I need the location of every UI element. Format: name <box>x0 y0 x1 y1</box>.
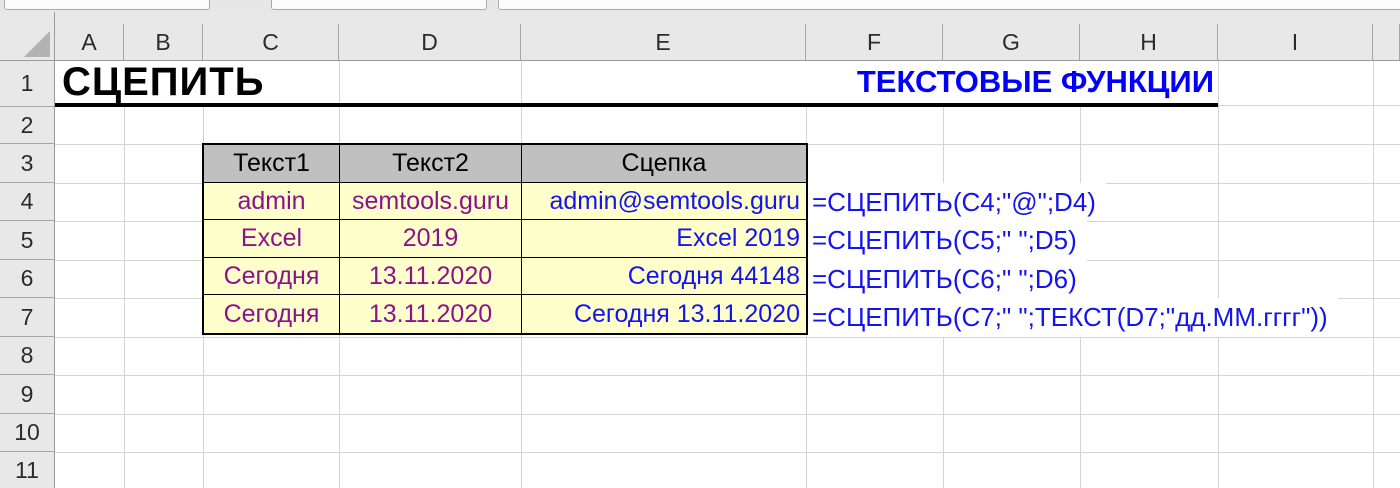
column-header-e[interactable]: E <box>521 24 806 60</box>
row-header-8[interactable]: 8 <box>0 337 54 375</box>
gridline <box>1373 61 1374 488</box>
column-header-b[interactable]: B <box>124 24 203 60</box>
row-header-5[interactable]: 5 <box>0 221 54 260</box>
column-header-h[interactable]: H <box>1080 24 1218 60</box>
row-header-7[interactable]: 7 <box>0 298 54 337</box>
select-all-button[interactable] <box>0 12 55 60</box>
column-header-g[interactable]: G <box>943 24 1080 60</box>
column-header-i[interactable]: I <box>1218 24 1373 60</box>
column-header-row: A B C D E F G H I <box>0 12 1400 61</box>
cell-f7-formula[interactable]: =СЦЕПИТЬ(C7;" ";ТЕКСТ(D7;"дд.ММ.гггг")) <box>808 298 1338 337</box>
cell-f6-formula[interactable]: =СЦЕПИТЬ(C6;" ";D6) <box>808 260 1087 298</box>
row-header-4[interactable]: 4 <box>0 183 54 221</box>
cell-e6[interactable]: Сегодня 44148 <box>522 258 806 295</box>
gridline <box>1218 61 1219 488</box>
column-header-a[interactable]: A <box>55 24 124 60</box>
cell-c3-header[interactable]: Текст1 <box>204 145 340 183</box>
column-header-j-partial[interactable] <box>1373 24 1400 60</box>
cell-d6[interactable]: 13.11.2020 <box>340 258 522 295</box>
cell-c4[interactable]: admin <box>204 183 340 220</box>
concat-example-table: Текст1 Текст2 Сцепка admin semtools.guru… <box>202 143 808 335</box>
cell-e3-header[interactable]: Сцепка <box>522 145 806 183</box>
row-header-column: 1 2 3 4 5 6 7 8 9 10 11 <box>0 61 55 488</box>
cell-d4[interactable]: semtools.guru <box>340 183 522 220</box>
row-header-9[interactable]: 9 <box>0 375 54 414</box>
cell-d7[interactable]: 13.11.2020 <box>340 295 522 333</box>
function-box[interactable] <box>271 0 487 10</box>
cell-f1-title[interactable]: ТЕКСТОВЫЕ ФУНКЦИИ <box>806 61 1218 103</box>
row-header-6[interactable]: 6 <box>0 260 54 298</box>
cell-d3-header[interactable]: Текст2 <box>340 145 522 183</box>
select-all-triangle-icon <box>24 31 50 57</box>
row-header-11[interactable]: 11 <box>15 456 39 483</box>
column-header-f[interactable]: F <box>806 24 943 60</box>
cell-f5-formula[interactable]: =СЦЕПИТЬ(C5;" ";D5) <box>808 221 1087 260</box>
gridline <box>55 337 1400 338</box>
row-header-2[interactable]: 2 <box>0 107 54 144</box>
column-header-d[interactable]: D <box>339 24 521 60</box>
cell-c5[interactable]: Excel <box>204 220 340 258</box>
cell-e5[interactable]: Excel 2019 <box>522 220 806 258</box>
cell-c7[interactable]: Сегодня <box>204 295 340 333</box>
formula-bar-strip <box>0 0 1400 12</box>
row-header-1[interactable]: 1 <box>0 61 54 107</box>
gridline <box>124 61 125 488</box>
title-underline <box>55 103 1218 107</box>
formula-bar[interactable] <box>498 0 1400 10</box>
cell-e4[interactable]: admin@semtools.guru <box>522 183 806 220</box>
cell-d5[interactable]: 2019 <box>340 220 522 258</box>
column-header-c[interactable]: C <box>203 24 339 60</box>
gridline <box>55 375 1400 376</box>
cell-e7[interactable]: Сегодня 13.11.2020 <box>522 295 806 333</box>
cell-f4-formula[interactable]: =СЦЕПИТЬ(C4;"@";D4) <box>808 183 1106 221</box>
cell-a1-title[interactable]: СЦЕПИТЬ <box>55 61 281 104</box>
worksheet-grid[interactable]: СЦЕПИТЬ ТЕКСТОВЫЕ ФУНКЦИИ Текст1 Текст2 … <box>55 61 1400 488</box>
name-box[interactable] <box>4 0 210 10</box>
gridline <box>1218 105 1400 106</box>
row-header-3[interactable]: 3 <box>0 144 54 183</box>
gridline <box>55 414 1400 415</box>
gridline <box>55 452 1400 453</box>
cell-c6[interactable]: Сегодня <box>204 258 340 295</box>
row-header-10[interactable]: 10 <box>0 414 54 452</box>
